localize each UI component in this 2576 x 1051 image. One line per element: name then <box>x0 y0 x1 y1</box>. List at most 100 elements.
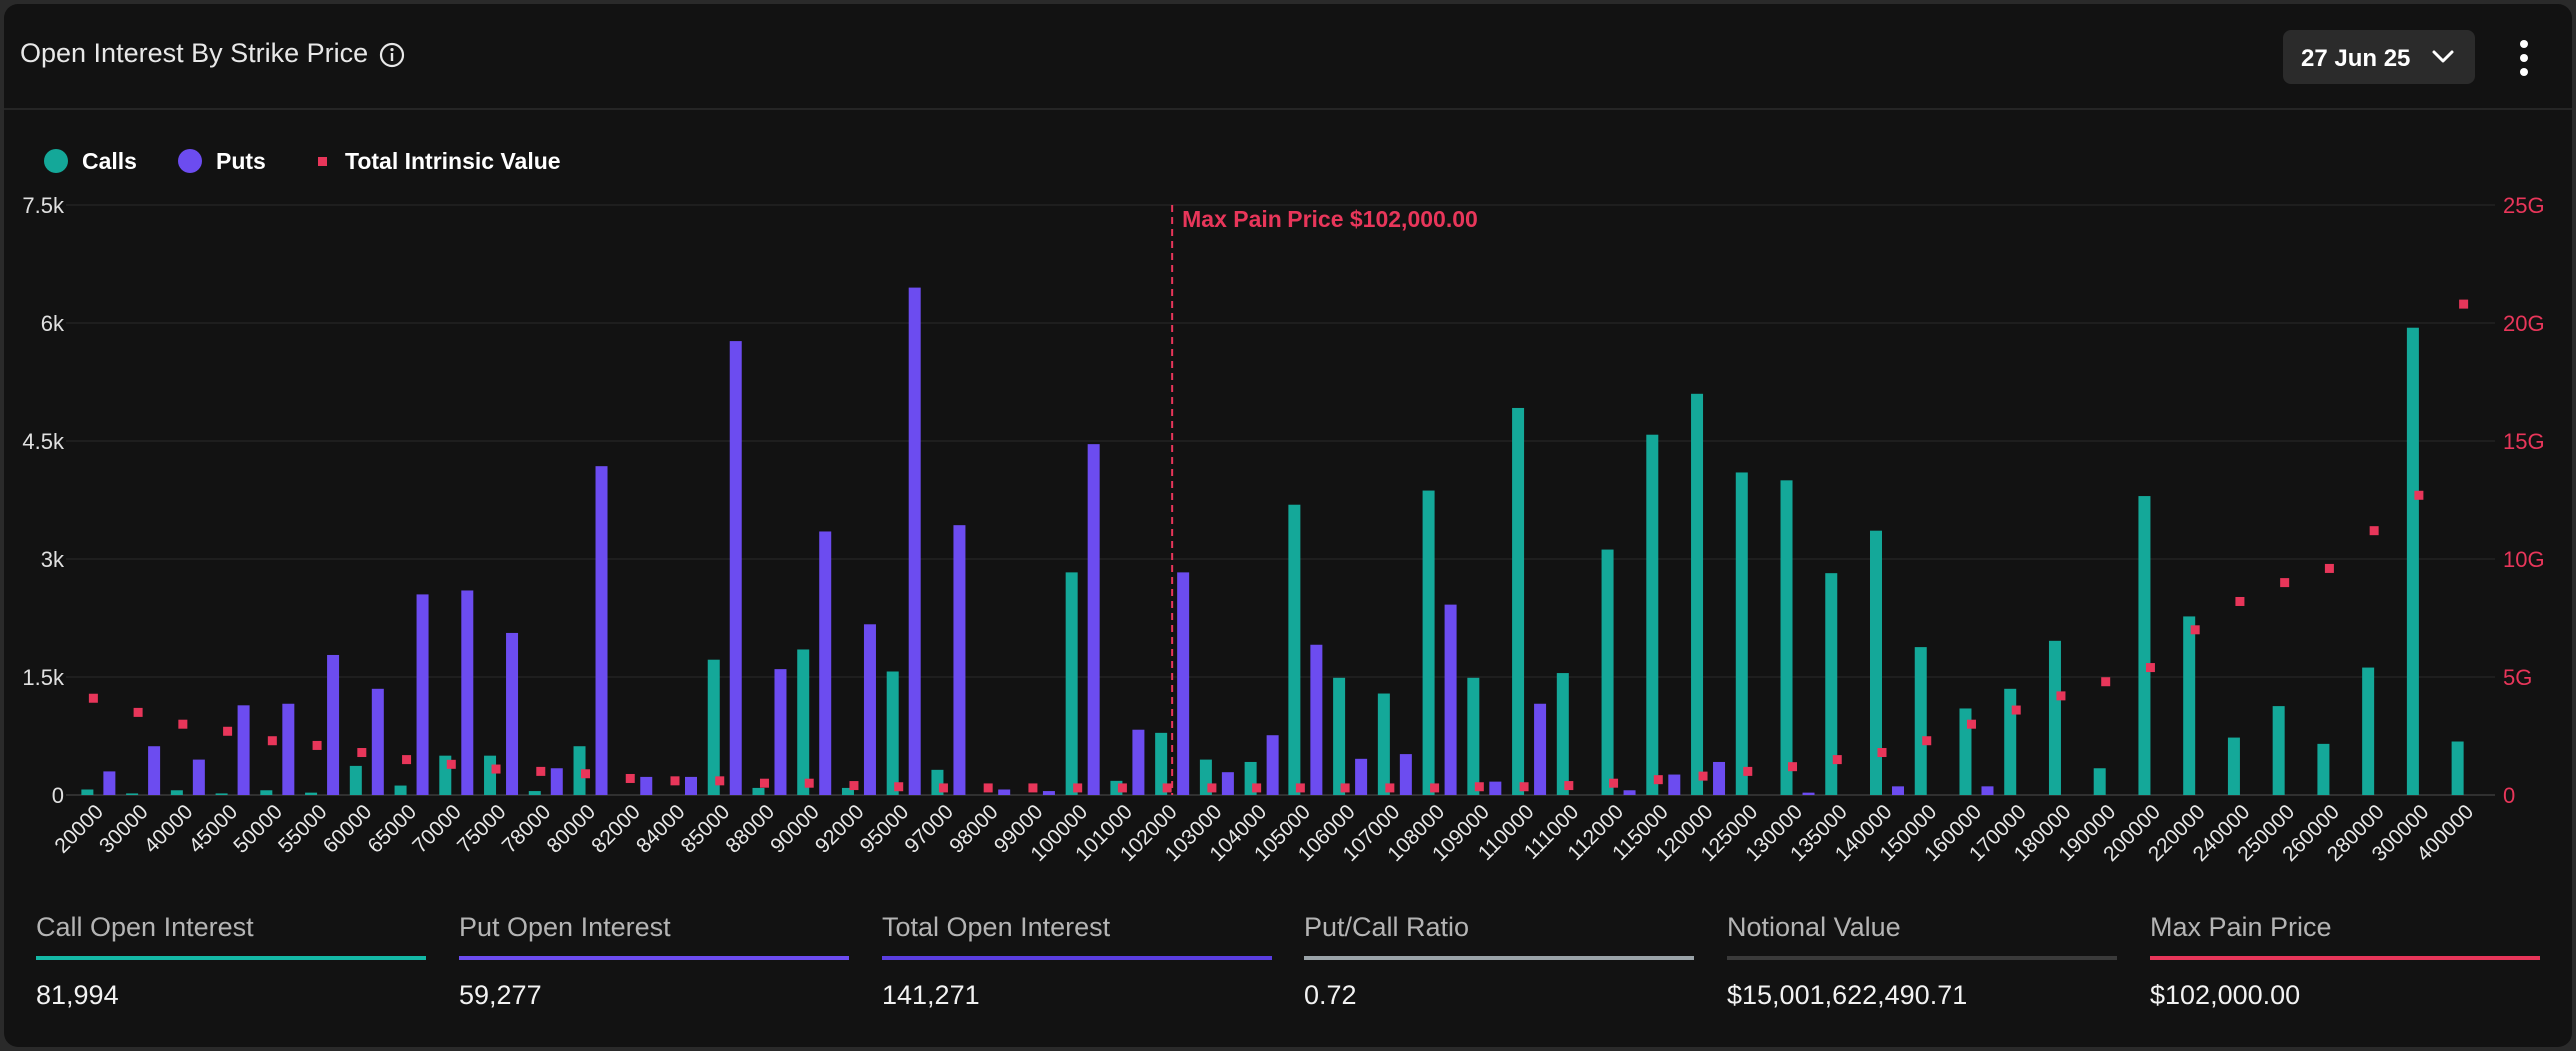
put-bar <box>1444 604 1457 795</box>
intrinsic-value-point <box>2235 596 2245 606</box>
put-bar <box>1534 703 1547 795</box>
intrinsic-value-point <box>133 707 143 717</box>
call-bar <box>2317 743 2330 795</box>
call-bar <box>1065 572 1078 795</box>
intrinsic-legend-swatch <box>318 156 327 166</box>
call-bar <box>1825 573 1838 795</box>
y-left-tick-label: 4.5k <box>22 429 65 454</box>
open-interest-chart: 0 1.5k 3k 4.5k 6k 7.5k 0 5G 10G 15G 20G 25G 20000300… <box>22 193 2544 866</box>
x-tick-label: 84000 <box>632 800 690 858</box>
call-bar <box>1288 504 1301 795</box>
put-bar <box>371 688 384 795</box>
call-bar <box>841 787 854 795</box>
put-bar <box>998 789 1011 795</box>
puts-legend-swatch <box>178 149 202 173</box>
call-bar <box>2093 768 2106 795</box>
intrinsic-value-point <box>2459 299 2469 309</box>
legend-total-intrinsic-value[interactable]: Total Intrinsic Value <box>318 146 561 176</box>
call-bar <box>1556 673 1569 795</box>
x-tick-label: 95000 <box>856 800 914 858</box>
call-bar <box>1959 708 1972 795</box>
put-bar <box>148 746 161 795</box>
call-bar <box>2227 737 2240 795</box>
intrinsic-value-point <box>2369 526 2379 536</box>
expiry-date-label: 27 Jun 25 <box>2301 45 2411 72</box>
stat-label: Max Pain Price <box>2150 912 2332 942</box>
x-tick-label: 60000 <box>319 800 377 858</box>
call-bar <box>2004 688 2017 795</box>
intrinsic-value-point <box>1519 782 1529 792</box>
call-bar <box>1691 393 1704 795</box>
intrinsic-value-point <box>2280 578 2290 588</box>
stat-notional-value: Notional Value $15,001,622,490.71 <box>1727 912 2117 1011</box>
call-bar <box>1422 490 1435 795</box>
stat-value: $102,000.00 <box>2150 980 2301 1010</box>
put-bar <box>640 776 653 795</box>
intrinsic-value-point <box>759 778 769 788</box>
call-bar <box>1735 472 1748 795</box>
put-bar <box>1310 644 1323 795</box>
calls-legend-swatch <box>44 149 68 173</box>
stat-value: 141,271 <box>882 980 980 1010</box>
call-bar <box>1333 677 1346 795</box>
intrinsic-value-point <box>894 782 904 792</box>
x-tick-label: 75000 <box>453 800 511 858</box>
call-bar <box>797 649 810 795</box>
call-bar <box>1780 480 1793 795</box>
x-tick-label: 85000 <box>677 800 735 858</box>
call-bar <box>528 791 541 795</box>
stat-value: 0.72 <box>1304 980 1357 1010</box>
stat-value: $15,001,622,490.71 <box>1727 980 1968 1010</box>
expiry-date-dropdown[interactable]: 27 Jun 25 <box>2283 30 2475 84</box>
intrinsic-value-point <box>2056 691 2066 701</box>
intrinsic-value-point <box>1743 766 1753 776</box>
put-bar <box>1266 735 1279 795</box>
more-vertical-icon[interactable] <box>2509 38 2539 78</box>
put-bar <box>1355 758 1368 795</box>
call-bar <box>2362 667 2375 795</box>
x-tick-label: 88000 <box>721 800 779 858</box>
chevron-down-icon <box>2432 50 2454 63</box>
legend-calls[interactable]: Calls <box>44 146 137 176</box>
x-tick-label: 30000 <box>95 800 153 858</box>
call-bar <box>1377 693 1390 795</box>
x-tick-label: 98000 <box>945 800 1003 858</box>
x-tick-label: 20000 <box>50 800 108 858</box>
put-bar <box>1399 754 1412 795</box>
put-bar <box>461 590 474 795</box>
put-bar <box>550 768 563 795</box>
stat-label: Call Open Interest <box>36 912 254 942</box>
put-bar <box>1177 572 1190 795</box>
call-bar <box>2138 496 2151 795</box>
stat-underline <box>459 956 849 960</box>
stat-label: Put Open Interest <box>459 912 671 942</box>
intrinsic-value-point <box>2145 663 2155 673</box>
intrinsic-value-point <box>938 783 948 793</box>
put-bar <box>595 466 608 795</box>
call-bar <box>573 746 586 795</box>
intrinsic-value-point <box>267 736 277 746</box>
stat-call-open-interest: Call Open Interest 81,994 <box>36 912 426 1011</box>
panel-header: Open Interest By Strike Price 27 Jun 25 <box>4 4 2572 110</box>
x-tick-label: 78000 <box>498 800 556 858</box>
put-bar <box>1802 792 1815 795</box>
intrinsic-value-point <box>849 781 859 791</box>
call-bar <box>1914 647 1927 795</box>
put-bar <box>863 624 876 795</box>
x-tick-label: 55000 <box>274 800 332 858</box>
max-pain-label: Max Pain Price $102,000.00 <box>1182 206 1478 232</box>
legend-puts[interactable]: Puts <box>178 146 266 176</box>
intrinsic-value-point <box>804 778 814 788</box>
intrinsic-value-point <box>312 740 322 750</box>
info-circle-icon[interactable] <box>379 42 405 68</box>
x-tick-label: 65000 <box>364 800 422 858</box>
intrinsic-value-point <box>1162 783 1172 793</box>
intrinsic-value-point <box>1609 778 1619 788</box>
intrinsic-value-point <box>1564 781 1574 791</box>
x-tick-label: 97000 <box>900 800 958 858</box>
put-bar <box>1623 790 1636 795</box>
put-bar <box>506 632 519 795</box>
intrinsic-value-point <box>581 769 591 779</box>
stat-underline <box>882 956 1272 960</box>
intrinsic-value-point <box>1207 783 1217 793</box>
